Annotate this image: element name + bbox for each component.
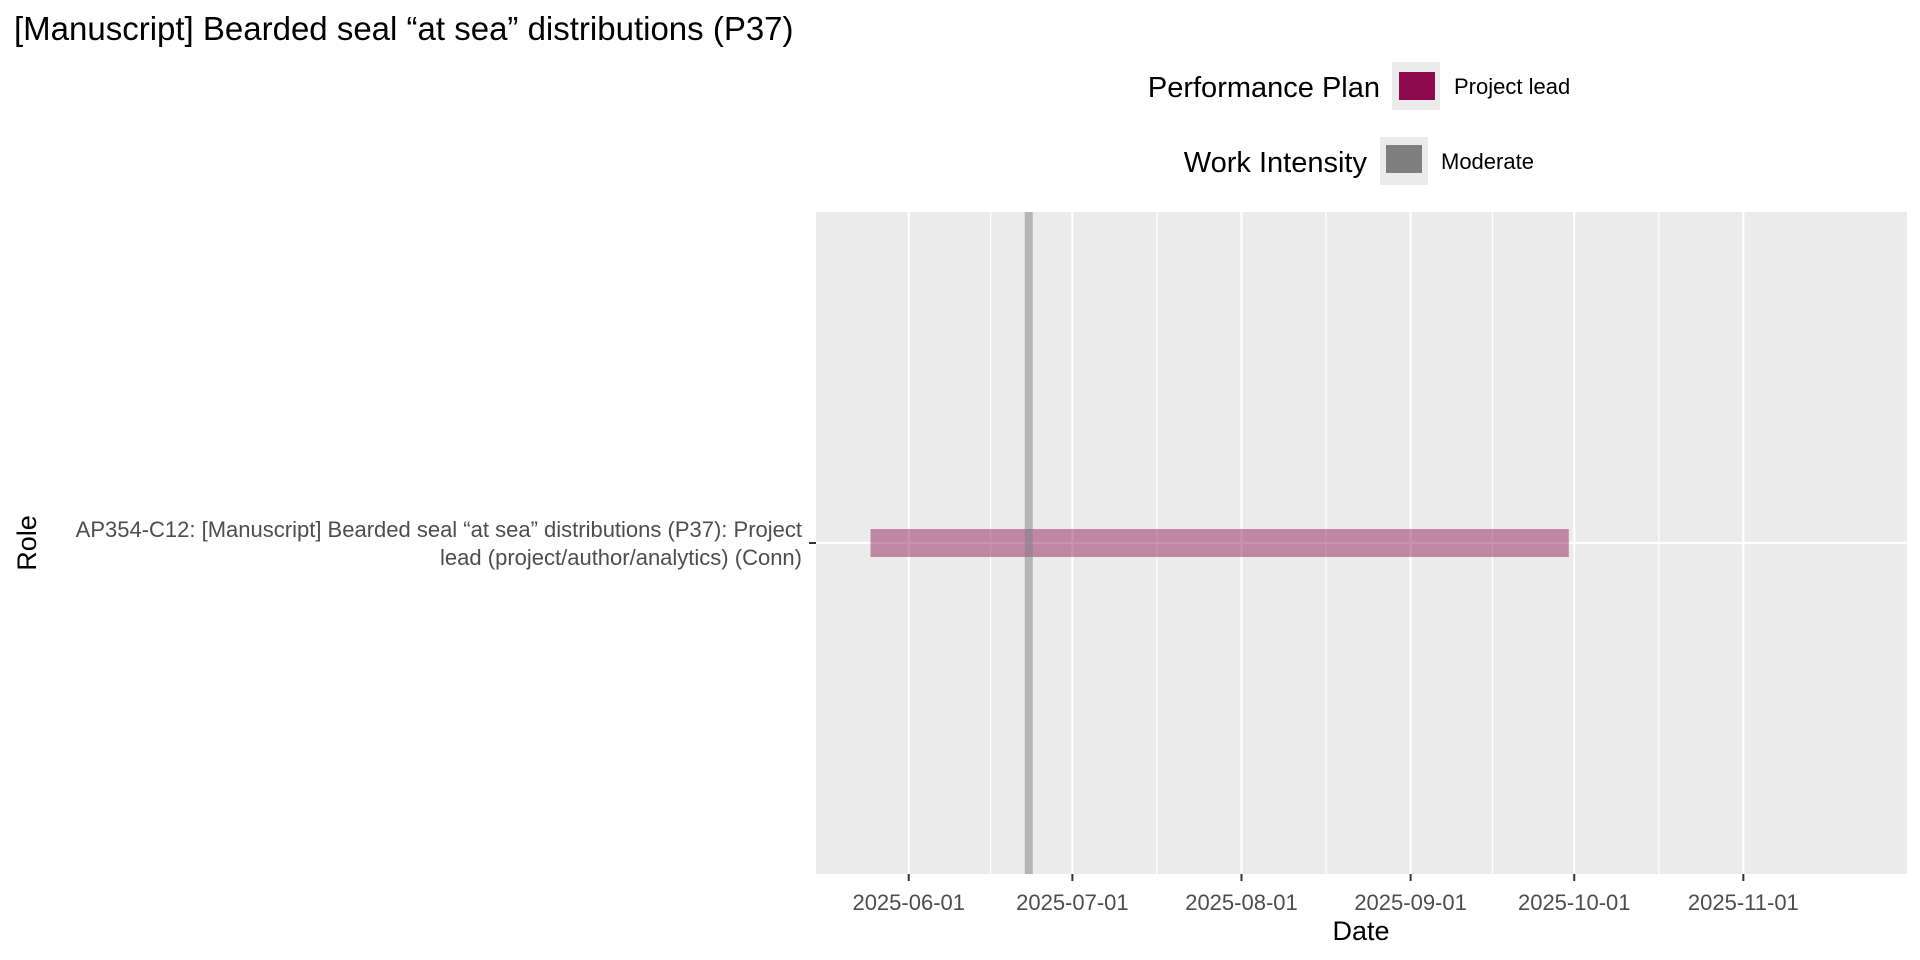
role-label-line: AP354-C12: [Manuscript] Bearded seal “at… [76, 517, 802, 542]
x-axis: 2025-06-01 2025-07-01 2025-08-01 2025-09-01… [852, 874, 1799, 915]
legend-title-performance-plan: Performance Plan [1148, 72, 1380, 104]
y-axis: AP354-C12: [Manuscript] Bearded seal “at… [76, 517, 816, 570]
x-tick-label: 2025-06-01 [852, 890, 965, 915]
gridlines [816, 212, 1907, 874]
intensity-marker [1024, 212, 1033, 874]
x-axis-title: Date [1332, 916, 1389, 946]
legend-swatch-project-lead [1399, 72, 1435, 100]
y-axis-title: Role [12, 515, 42, 571]
legend-label-moderate: Moderate [1441, 149, 1534, 174]
intensity-markers [1024, 212, 1033, 874]
legend-performance-plan: Performance Plan Project lead [1148, 62, 1570, 110]
x-tick-label: 2025-10-01 [1518, 890, 1631, 915]
plan-bar [870, 529, 1569, 557]
bars [870, 529, 1569, 557]
x-tick-label: 2025-08-01 [1185, 890, 1298, 915]
role-label-line: lead (project/author/analytics) (Conn) [440, 545, 802, 570]
x-tick-label: 2025-11-01 [1688, 890, 1799, 915]
x-tick-label: 2025-07-01 [1016, 890, 1129, 915]
legend-title-work-intensity: Work Intensity [1184, 147, 1368, 179]
x-tick-label: 2025-09-01 [1354, 890, 1467, 915]
legend-label-project-lead: Project lead [1454, 74, 1570, 99]
chart-title: [Manuscript] Bearded seal “at sea” distr… [14, 10, 794, 47]
legend-work-intensity: Work Intensity Moderate [1184, 137, 1534, 185]
legend-swatch-moderate [1386, 145, 1422, 173]
